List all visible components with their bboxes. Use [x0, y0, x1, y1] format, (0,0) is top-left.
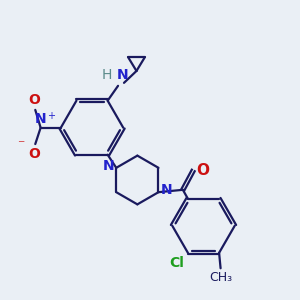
Text: +: + [47, 111, 55, 121]
Text: N: N [160, 183, 172, 197]
Text: O: O [28, 93, 40, 107]
Text: CH₃: CH₃ [209, 271, 232, 284]
Text: N: N [103, 159, 114, 173]
Text: O: O [196, 163, 209, 178]
Text: H: H [102, 68, 112, 82]
Text: Cl: Cl [169, 256, 184, 270]
Text: ⁻: ⁻ [17, 139, 25, 152]
Text: N: N [117, 68, 128, 82]
Text: N: N [35, 112, 46, 126]
Text: O: O [28, 147, 40, 161]
